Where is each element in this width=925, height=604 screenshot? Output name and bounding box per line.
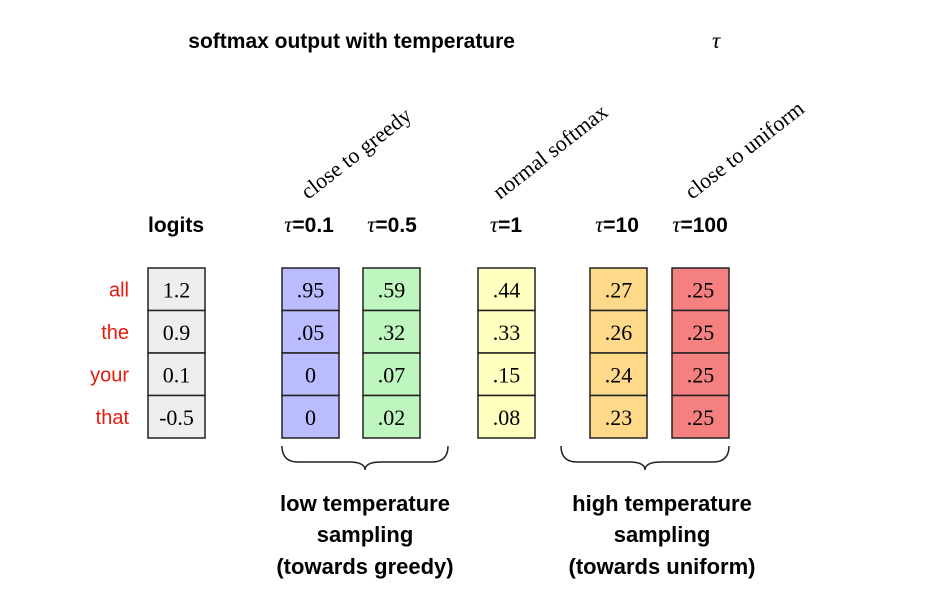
prob-value: .33 [493, 320, 521, 345]
prob-cell [477, 394, 536, 439]
token-label-all: all [109, 279, 129, 301]
prob-value: .07 [378, 362, 406, 387]
prob-cell [671, 267, 730, 312]
prob-value: .44 [493, 277, 521, 302]
prob-cell [671, 309, 730, 354]
prob-cell [671, 394, 730, 439]
prob-value: .05 [297, 320, 325, 345]
prob-value: .25 [687, 277, 715, 302]
prob-cell [362, 394, 421, 439]
prob-value: .15 [493, 362, 521, 387]
low-temp-line-1: low temperature [280, 491, 450, 516]
prob-cell [671, 352, 730, 397]
token-label-the: the [101, 322, 129, 344]
prob-value: .27 [605, 277, 633, 302]
logit-value: 0.1 [163, 362, 191, 387]
prob-value: .25 [687, 320, 715, 345]
prob-value: .25 [687, 405, 715, 430]
prob-cell [281, 309, 340, 354]
tau-value: =1 [498, 214, 522, 237]
tau-value: =0.5 [375, 214, 417, 237]
low-temp-line-3: (towards greedy) [276, 554, 453, 579]
logit-value: 1.2 [163, 277, 191, 302]
prob-value: .02 [378, 405, 406, 430]
high-temperature-brace [560, 445, 730, 471]
diagram-title: softmax output with temperature [188, 30, 515, 53]
tau-value: =10 [603, 214, 639, 237]
tau-symbol: τ [284, 212, 293, 237]
prob-value: .24 [605, 362, 633, 387]
prob-cell [362, 267, 421, 312]
title-tau-symbol: τ [712, 28, 721, 53]
tau-symbol: τ [672, 212, 681, 237]
annotation-normal-softmax: normal softmax [488, 99, 613, 204]
logit-value: -0.5 [159, 405, 194, 430]
tau-value: =100 [680, 214, 727, 237]
prob-cell [477, 267, 536, 312]
tau-value: =0.1 [292, 214, 334, 237]
prob-value: .26 [605, 320, 633, 345]
prob-cell [362, 352, 421, 397]
tau-symbol: τ [490, 212, 499, 237]
prob-value: .08 [493, 405, 521, 430]
high-temp-line-2: sampling [614, 522, 711, 547]
tau-header-5: τ=100 [672, 212, 728, 237]
prob-value: .95 [297, 277, 325, 302]
token-label-your: your [90, 364, 129, 386]
token-label-that: that [96, 407, 130, 429]
logit-cell [147, 394, 206, 439]
prob-cell [281, 352, 340, 397]
tau-header-2: τ=0.5 [367, 212, 417, 237]
logit-cell [147, 267, 206, 312]
tau-header-1: τ=0.1 [284, 212, 334, 237]
tau-symbol: τ [367, 212, 376, 237]
prob-value: .59 [378, 277, 406, 302]
prob-value: 0 [305, 362, 316, 387]
low-temp-line-2: sampling [317, 522, 414, 547]
low-temperature-brace [281, 445, 449, 471]
prob-value: .25 [687, 362, 715, 387]
prob-value: 0 [305, 405, 316, 430]
logit-cell [147, 352, 206, 397]
prob-value: .32 [378, 320, 406, 345]
logit-value: 0.9 [163, 320, 191, 345]
tau-header-4: τ=10 [595, 212, 639, 237]
logits-header: logits [148, 214, 204, 237]
annotation-close-to-uniform: close to uniform [680, 95, 809, 203]
prob-cell [589, 352, 648, 397]
prob-cell [589, 394, 648, 439]
prob-cell [281, 394, 340, 439]
prob-cell [477, 309, 536, 354]
prob-cell [589, 267, 648, 312]
tau-header-3: τ=1 [490, 212, 522, 237]
high-temp-line-3: (towards uniform) [569, 554, 756, 579]
tau-symbol: τ [595, 212, 604, 237]
prob-value: .23 [605, 405, 633, 430]
annotation-close-to-greedy: close to greedy [296, 102, 416, 204]
prob-cell [589, 309, 648, 354]
prob-cell [477, 352, 536, 397]
high-temp-line-1: high temperature [572, 491, 752, 516]
